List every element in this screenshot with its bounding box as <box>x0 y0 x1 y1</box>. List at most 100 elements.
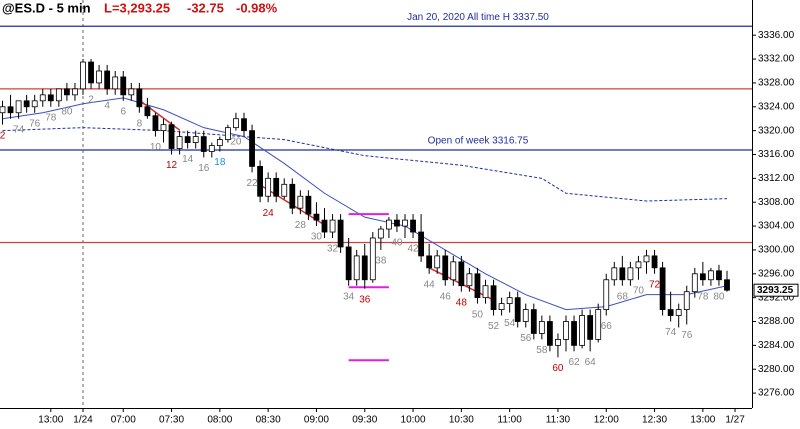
candle-body <box>651 255 658 269</box>
candle-body <box>72 88 78 96</box>
bar-number: 18 <box>214 157 226 168</box>
bar-number: 46 <box>440 291 452 302</box>
candle-body <box>426 255 433 269</box>
bar-number: 78 <box>697 291 709 302</box>
candle-body <box>369 237 376 281</box>
x-tick-label: 08:30 <box>256 415 281 426</box>
candle-body <box>55 88 62 102</box>
y-tick-label: 3296.00 <box>758 268 795 279</box>
candle-body <box>144 106 151 117</box>
y-tick-label: 3312.00 <box>758 173 795 184</box>
bar-number: 30 <box>311 232 323 243</box>
bar-number: 50 <box>472 309 484 320</box>
candle-body <box>603 279 610 310</box>
candle-body <box>112 76 119 90</box>
candle-body <box>96 70 102 84</box>
bar-number: 36 <box>359 294 371 305</box>
candle-body <box>353 255 360 281</box>
bar-number: 78 <box>45 112 57 123</box>
bar-number: 58 <box>536 345 548 356</box>
candle-body <box>361 255 368 281</box>
bar-number: 16 <box>198 163 210 174</box>
candle-body <box>321 219 328 233</box>
candle-body <box>208 145 215 152</box>
candle-body <box>538 321 545 334</box>
candle-body <box>289 183 296 209</box>
candle-body <box>627 267 634 281</box>
change-pct: -0.98% <box>236 0 278 15</box>
last-price-label: 3293.25 <box>757 285 794 296</box>
candle-body <box>160 124 167 132</box>
candle-body <box>15 100 22 114</box>
last: L=3,293.25 <box>104 0 170 15</box>
bar-number: 34 <box>343 291 355 302</box>
bar-number: 52 <box>488 321 500 332</box>
bar-number: 28 <box>295 220 307 231</box>
candle-body <box>724 279 730 291</box>
x-tick-label: 11:00 <box>498 415 523 426</box>
bar-number: 62 <box>568 357 580 368</box>
y-tick-label: 3332.00 <box>758 54 795 65</box>
candle-body <box>708 270 714 281</box>
candle-body <box>458 261 465 287</box>
candle-body <box>466 273 473 287</box>
candle-body <box>329 219 336 233</box>
candle-body <box>241 118 247 132</box>
y-tick-label: 3292.00 <box>758 292 795 303</box>
x-tick-label: 13:00 <box>38 415 63 426</box>
candle-body <box>233 118 239 129</box>
candle-body <box>506 297 513 305</box>
bar-number: 14 <box>182 154 194 165</box>
bar-number: 74 <box>13 124 25 135</box>
candle-body <box>168 124 175 149</box>
y-tick-label: 3276.00 <box>758 388 795 399</box>
y-tick-label: 3324.00 <box>758 101 795 112</box>
candle-body <box>635 261 642 269</box>
candle-body <box>450 261 457 281</box>
bar-number: 20 <box>230 136 242 147</box>
candle-body <box>394 219 400 227</box>
candle-body <box>611 267 618 281</box>
candle-body <box>410 219 416 233</box>
candle-body <box>176 136 183 149</box>
x-tick-label: 12:30 <box>642 415 667 426</box>
candle-body <box>249 130 255 167</box>
candle-body <box>402 219 408 227</box>
candle-body <box>265 177 272 197</box>
change: -32.75 <box>187 0 224 15</box>
x-tick-label: 11:30 <box>546 415 571 426</box>
candle-body <box>667 309 674 316</box>
candle-body <box>297 195 304 209</box>
candle-body <box>281 183 288 197</box>
candle-body <box>273 177 280 197</box>
candle-body <box>47 94 54 102</box>
x-tick-label: 1/27 <box>725 415 745 426</box>
bar-number: 76 <box>681 330 693 341</box>
y-tick-label: 3320.00 <box>758 125 795 136</box>
y-tick-label: 3316.00 <box>758 149 795 160</box>
candle-body <box>579 315 585 346</box>
y-tick-label: 3300.00 <box>758 245 795 256</box>
bar-number: 10 <box>150 142 162 153</box>
bar-number: 32 <box>327 244 339 255</box>
bar-number: 76 <box>29 118 41 129</box>
candle-body <box>498 303 505 310</box>
candle-body <box>377 228 384 239</box>
y-tick-label: 3336.00 <box>758 30 795 41</box>
candle-body <box>345 246 352 281</box>
candle-body <box>104 70 111 90</box>
bar-number: 22 <box>246 178 258 189</box>
candle-body <box>683 291 690 310</box>
bar-number: 8 <box>137 118 143 129</box>
candle-body <box>200 136 207 152</box>
candle-body <box>716 270 722 281</box>
y-tick-label: 3280.00 <box>758 364 795 375</box>
candle-body <box>337 219 344 248</box>
candle-body <box>120 76 127 96</box>
y-tick-label: 3284.00 <box>758 340 795 351</box>
bar-number: 72 <box>649 279 661 290</box>
candle-body <box>514 297 521 322</box>
bar-number: 2 <box>88 95 94 106</box>
